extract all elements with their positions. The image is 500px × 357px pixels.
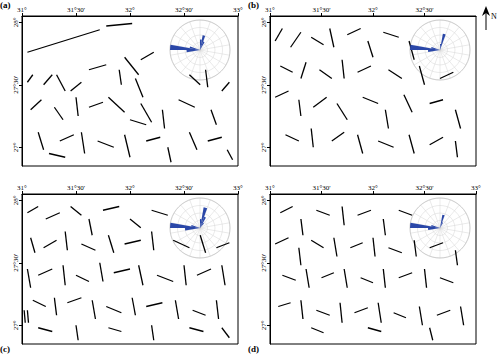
svg-text:(a): (a) bbox=[0, 0, 11, 10]
svg-text:27°: 27° bbox=[260, 320, 268, 330]
svg-text:28°: 28° bbox=[260, 17, 268, 27]
svg-text:32°30': 32°30' bbox=[415, 6, 433, 14]
svg-text:31°30': 31°30' bbox=[67, 184, 85, 192]
svg-text:32°: 32° bbox=[368, 6, 378, 14]
svg-text:31°: 31° bbox=[265, 184, 275, 192]
svg-text:27°30': 27°30' bbox=[260, 254, 268, 272]
svg-text:31°: 31° bbox=[265, 6, 275, 14]
svg-text:32°30': 32°30' bbox=[175, 6, 193, 14]
svg-text:N: N bbox=[491, 12, 497, 21]
svg-text:27°: 27° bbox=[260, 142, 268, 152]
svg-text:28°: 28° bbox=[260, 195, 268, 205]
svg-text:(d): (d) bbox=[248, 344, 259, 354]
svg-text:28°: 28° bbox=[12, 195, 20, 205]
svg-text:27°30': 27°30' bbox=[12, 254, 20, 272]
svg-text:27°: 27° bbox=[12, 320, 20, 330]
svg-text:31°: 31° bbox=[17, 184, 27, 192]
svg-text:28°: 28° bbox=[12, 17, 20, 27]
svg-text:32°: 32° bbox=[125, 184, 135, 192]
svg-text:31°30': 31°30' bbox=[67, 6, 85, 14]
svg-text:32°: 32° bbox=[368, 184, 378, 192]
svg-text:32°30': 32°30' bbox=[415, 184, 433, 192]
svg-text:31°: 31° bbox=[17, 6, 27, 14]
svg-text:31°30': 31°30' bbox=[312, 184, 330, 192]
svg-text:31°30': 31°30' bbox=[312, 6, 330, 14]
svg-text:33°: 33° bbox=[471, 184, 481, 192]
svg-text:32°30': 32°30' bbox=[175, 184, 193, 192]
svg-text:32°: 32° bbox=[125, 6, 135, 14]
svg-text:(c): (c) bbox=[0, 344, 10, 354]
svg-text:27°30': 27°30' bbox=[12, 76, 20, 94]
svg-text:33°: 33° bbox=[233, 6, 243, 14]
svg-text:33°: 33° bbox=[233, 184, 243, 192]
svg-text:27°: 27° bbox=[12, 142, 20, 152]
svg-text:(b): (b) bbox=[248, 0, 259, 10]
svg-text:27°30': 27°30' bbox=[260, 76, 268, 94]
